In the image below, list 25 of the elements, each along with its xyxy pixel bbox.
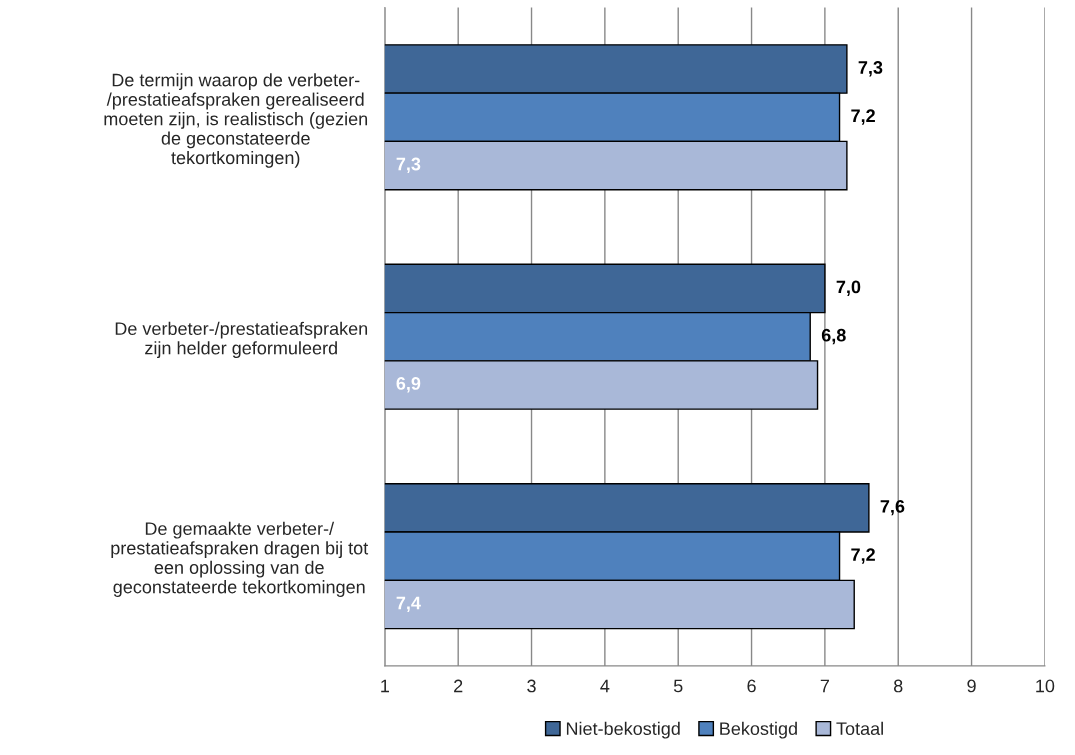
data-label: 6,8: [821, 328, 846, 345]
legend-label: Bekostigd: [720, 721, 797, 739]
y-tick-label: De verbeter-/prestatieafspraken zijn helder geformuleerd: [115, 321, 368, 359]
x-tick-label: 5: [673, 679, 683, 693]
x-tick-label: 4: [600, 679, 610, 693]
x-tick-label: 7: [820, 679, 829, 693]
legend-label: Totaal: [836, 721, 883, 736]
y-tick-label: De gemaakte verbeter-/ prestatieafspraken dragen bij tot een oplossing van de geconstateerde tekortkomingen: [111, 521, 369, 597]
x-tick-label: 10: [1036, 679, 1055, 693]
x-tick-label: 6: [747, 679, 756, 693]
data-label: 7,6: [880, 499, 905, 516]
x-tick-label: 2: [454, 679, 463, 693]
x-tick-label: 1: [381, 679, 389, 693]
data-label: 7,2: [851, 548, 875, 564]
x-tick-label: 3: [527, 679, 536, 693]
legend-label: Niet-bekostigd: [566, 721, 680, 739]
data-label: 6,9: [396, 377, 421, 393]
x-tick-label: 8: [893, 679, 903, 693]
data-label: 7,3: [396, 157, 421, 174]
data-label: 7,0: [836, 280, 861, 296]
y-tick-label: De termijn waarop de verbeter- /prestatieafspraken gerealiseerd moeten zijn, is realistisch (gezien de geconstateerde tekortkomingen): [104, 73, 368, 168]
data-label: 7,2: [851, 109, 875, 125]
data-label: 7,3: [858, 61, 883, 77]
data-label: 7,4: [396, 596, 421, 612]
x-tick-label: 9: [967, 679, 976, 693]
